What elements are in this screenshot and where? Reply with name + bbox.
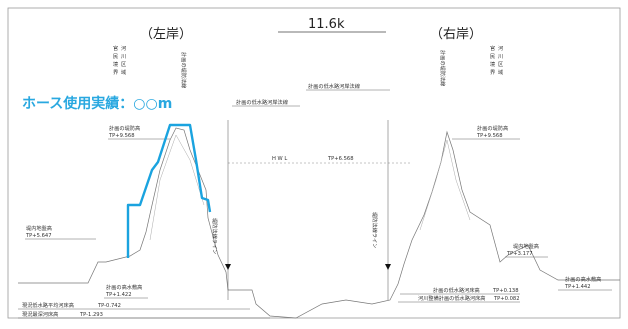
section-label: 11.6k [308, 17, 345, 32]
right-bank-label: （右岸） [430, 27, 482, 42]
river-plan-bed-tp: TP+0.082 [493, 296, 520, 302]
left-high-water-bed-label: 計画の高水敷高 [106, 283, 142, 291]
svg-text:民: 民 [113, 53, 118, 60]
svg-text:区: 区 [121, 61, 126, 68]
left-survey-line-label: 堤防法線ライン [211, 218, 219, 254]
right-marker-triangle [385, 264, 391, 270]
svg-text:界: 界 [490, 69, 495, 76]
right-survey-line-label: 堤防法線ライン [371, 212, 379, 248]
current-deepest-bed-label: 現況最深河床高 [22, 310, 58, 318]
svg-text:境: 境 [490, 60, 495, 68]
right-inland-ground-tp: TP+3.177 [506, 251, 533, 257]
svg-text:区: 区 [498, 61, 503, 68]
svg-text:河: 河 [498, 44, 503, 52]
planned-low-water-bed-tp: TP+0.138 [492, 288, 519, 294]
river-plan-bed-label: 河川整備計画の低水路河床高 [418, 294, 485, 302]
left-levee-height-tp: TP+9.568 [108, 133, 135, 139]
left-bank-label: （左岸） [140, 27, 192, 42]
ground-profile-inner [149, 134, 471, 241]
right-boundary-label: 官 民 境 界 河 川 区 域 [490, 44, 503, 76]
left-marker-triangle [225, 264, 231, 270]
svg-text:域: 域 [498, 68, 503, 76]
right-levee-height-label: 計画の堤防高 [477, 124, 508, 132]
hwl-tp: TP+6.568 [327, 156, 354, 162]
svg-text:河: 河 [121, 44, 126, 52]
hose-route-line [126, 123, 212, 258]
current-avg-bed-label: 現況低水路平均河床高 [22, 301, 74, 309]
right-inland-ground-label: 堤内地盤高 [513, 242, 539, 250]
svg-text:官: 官 [490, 44, 495, 52]
right-high-water-bed-tp: TP+1.442 [564, 284, 591, 290]
planned-low-water-bed-label: 計画の低水路河床高 [433, 286, 480, 294]
right-planned-levee-line-label: 計画の堤防法線 [439, 50, 447, 86]
svg-text:境: 境 [113, 60, 118, 68]
left-boundary-label: 官 民 境 界 河 川 区 域 [113, 44, 126, 76]
left-levee-height-label: 計画の堤防高 [109, 124, 140, 132]
left-high-water-bed-tp: TP+1.422 [105, 292, 132, 298]
left-inland-ground-label: 堤内地盤高 [26, 224, 52, 232]
low-water-bank-line-label: 計画の低水路河岸法線 [308, 82, 360, 90]
ground-profile [18, 127, 620, 319]
hwl-label: H W L [272, 156, 287, 162]
hose-usage-label: ホース使用実績：○○m [22, 95, 172, 112]
svg-text:民: 民 [490, 53, 495, 60]
drawing-border [7, 7, 621, 319]
svg-text:川: 川 [498, 54, 503, 60]
svg-text:官: 官 [113, 44, 118, 52]
right-high-water-bed-label: 計画の高水敷高 [565, 275, 601, 283]
left-planned-levee-line-label: 計画の堤防法線 [180, 52, 188, 88]
svg-text:川: 川 [121, 54, 126, 60]
right-levee-height-tp: TP+9.568 [476, 133, 503, 139]
current-deepest-bed-tp: TP-1.293 [79, 312, 103, 318]
low-water-bank-boundary-label: 計画の低水路河岸法線 [236, 98, 288, 106]
svg-text:域: 域 [121, 68, 126, 76]
current-avg-bed-tp: TP-0.742 [97, 303, 121, 309]
svg-text:界: 界 [113, 69, 118, 76]
left-inland-ground-tp: TP+5.647 [25, 233, 52, 239]
